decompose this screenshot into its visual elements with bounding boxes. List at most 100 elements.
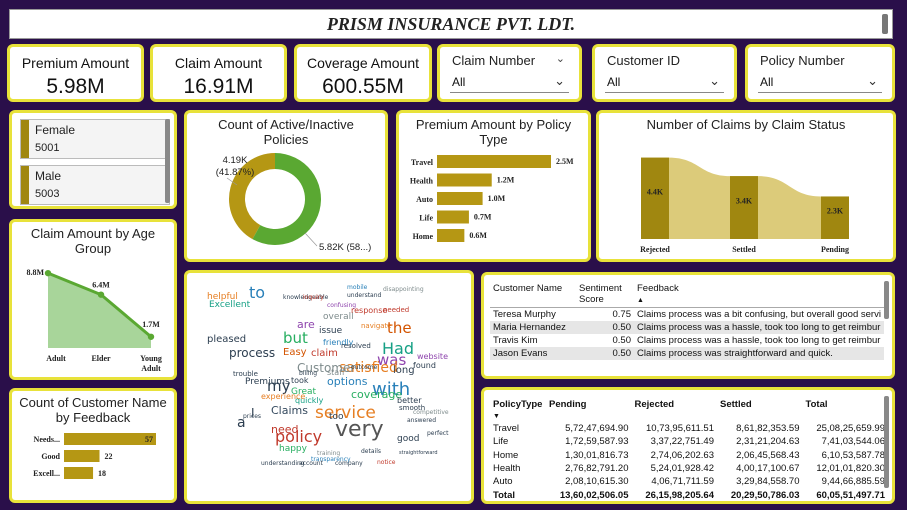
slicer-value: All bbox=[452, 75, 466, 89]
data-label: 1.0M bbox=[488, 194, 506, 203]
table-cell: 9,44,66,885.59 bbox=[821, 476, 885, 488]
table-cell: Life bbox=[493, 436, 509, 448]
word-cloud-word: Excellent bbox=[209, 300, 251, 310]
column-header[interactable]: PolicyType ▼ bbox=[490, 398, 546, 422]
word-cloud-word: Easy bbox=[283, 347, 307, 358]
kpi-label: Premium Amount bbox=[21, 55, 130, 71]
chart-feedback-count: Count of Customer Name by Feedback Needs… bbox=[9, 388, 177, 503]
category-label: Adult bbox=[141, 364, 161, 373]
slicer-policy-number[interactable]: Policy Number All ⌄ bbox=[745, 44, 895, 102]
column-header[interactable]: Total bbox=[805, 399, 828, 410]
gender-item-male[interactable]: Male 5003 bbox=[20, 165, 170, 205]
word-cloud-area: very service with policy Had was my but satisfie… bbox=[187, 273, 471, 501]
table-cell: 0.50 bbox=[576, 321, 634, 334]
column-header[interactable]: Sentiment Score bbox=[576, 281, 634, 308]
gender-slicer[interactable]: Female 5001 Male 5003 bbox=[9, 110, 177, 209]
gender-count: 5003 bbox=[35, 188, 60, 200]
word-cloud-word: disappointing bbox=[383, 286, 424, 293]
sort-descending-icon[interactable]: ▼ bbox=[493, 413, 500, 420]
bar bbox=[437, 192, 483, 205]
chart-premium-by-policy-type: Premium Amount by Policy Type Travel 2.5M… bbox=[396, 110, 591, 262]
selection-bar bbox=[21, 166, 29, 204]
slicer-dropdown[interactable]: All ⌄ bbox=[758, 73, 882, 93]
table-cell: Travis Kim bbox=[493, 335, 538, 346]
table-row[interactable]: Home 1,30,01,816.73 2,74,06,202.63 2,06,… bbox=[490, 449, 888, 462]
chevron-down-icon[interactable]: ⌄ bbox=[867, 73, 878, 88]
word-cloud-word: but bbox=[283, 329, 308, 347]
chevron-down-icon[interactable]: ⌄ bbox=[709, 73, 720, 88]
slicer-value: All bbox=[760, 75, 774, 89]
word-cloud-word: too bbox=[329, 412, 344, 422]
table-cell: 2,74,06,202.63 bbox=[650, 449, 714, 461]
table-cell: 0.75 bbox=[612, 309, 632, 320]
bar bbox=[641, 157, 669, 239]
word-cloud-word: coverage bbox=[351, 388, 403, 401]
report-title-bar: PRISM INSURANCE PVT. LDT. bbox=[9, 9, 893, 39]
category-label: Home bbox=[413, 232, 434, 241]
table-cell: 4,06,71,711.59 bbox=[651, 476, 714, 488]
table-cell: 2,06,45,568.43 bbox=[736, 449, 800, 461]
slicer-label: Claim Number bbox=[452, 53, 536, 68]
word-cloud-word: understand bbox=[347, 292, 382, 299]
title-scrollbar[interactable] bbox=[882, 14, 888, 34]
sort-ascending-icon[interactable]: ▲ bbox=[637, 297, 644, 304]
word-cloud-word: helpful bbox=[207, 292, 238, 302]
data-point bbox=[147, 333, 155, 340]
table-cell: 2,31,21,204.63 bbox=[736, 436, 800, 448]
word-cloud-word: was bbox=[377, 351, 407, 369]
slicer-dropdown[interactable]: All ⌄ bbox=[605, 73, 724, 93]
table-cell: 13,60,02,506.05 bbox=[559, 489, 629, 501]
word-cloud-word: company bbox=[335, 460, 363, 467]
slicer-dropdown[interactable]: All ⌄ bbox=[450, 73, 569, 93]
category-label: Life bbox=[419, 214, 433, 223]
data-label: 0.6M bbox=[469, 231, 487, 240]
table-cell: Health bbox=[493, 463, 521, 475]
table-row[interactable]: Travis Kim 0.50 Claims process was a has… bbox=[490, 334, 884, 347]
slicer-claim-number[interactable]: Claim Number ⌄ All ⌄ bbox=[437, 44, 582, 102]
word-cloud-word: Premiums bbox=[245, 377, 290, 387]
table-row[interactable]: Health 2,76,82,791.20 5,24,01,928.42 4,0… bbox=[490, 462, 888, 475]
word-cloud-word: trouble bbox=[233, 370, 258, 378]
feedback-table-scrollbar[interactable] bbox=[884, 281, 889, 319]
category-label: Elder bbox=[91, 354, 111, 363]
word-cloud-word: confusing bbox=[327, 302, 357, 309]
column-header[interactable]: Feedback ▲ bbox=[634, 281, 884, 308]
chevron-down-icon[interactable]: ⌄ bbox=[554, 73, 565, 88]
table-cell: 60,05,51,497.71 bbox=[816, 489, 885, 501]
gender-item-female[interactable]: Female 5001 bbox=[20, 119, 170, 159]
table-cell: 10,73,95,611.51 bbox=[646, 423, 714, 435]
table-cell: 0.50 bbox=[576, 347, 634, 360]
word-cloud-word: happy bbox=[279, 444, 307, 454]
matrix-scrollbar[interactable] bbox=[884, 396, 889, 488]
table-cell: 3,29,84,558.70 bbox=[736, 476, 800, 488]
table-cell: 1,30,01,816.73 bbox=[565, 449, 629, 461]
table-row[interactable]: Jason Evans 0.50 Claims process was stra… bbox=[490, 347, 884, 360]
table-row[interactable]: Auto 2,08,10,615.30 4,06,71,711.59 3,29,… bbox=[490, 475, 888, 488]
chart-title: Count of Active/Inactive Policies bbox=[218, 117, 354, 147]
table-row[interactable]: Maria Hernandez 0.50 Claims process was … bbox=[490, 321, 884, 334]
table-cell: Claims process was a hassle, took too lo… bbox=[637, 335, 881, 346]
table-row[interactable]: Teresa Murphy 0.75 Claims process was a … bbox=[490, 308, 884, 322]
chart-title: Claim Amount by Age Group bbox=[30, 226, 156, 256]
word-cloud-word: prices bbox=[243, 413, 262, 420]
word-cloud-word: training bbox=[317, 450, 341, 457]
word-cloud-word: satisfied bbox=[339, 360, 398, 376]
gender-scrollbar[interactable] bbox=[165, 119, 170, 203]
word-cloud-word: service bbox=[315, 403, 376, 423]
word-cloud-word: website bbox=[417, 352, 448, 361]
table-row[interactable]: Life 1,72,59,587.93 3,37,22,751.49 2,31,… bbox=[490, 435, 888, 448]
column-header[interactable]: Customer Name bbox=[490, 281, 576, 308]
chart-active-inactive-policies: Count of Active/Inactive Policies 4.19K(… bbox=[184, 110, 388, 262]
table-cell: 25,08,25,659.99 bbox=[816, 423, 885, 435]
chevron-down-icon[interactable]: ⌄ bbox=[555, 53, 565, 65]
slicer-customer-id[interactable]: Customer ID All ⌄ bbox=[592, 44, 737, 102]
word-cloud-word: billing bbox=[299, 370, 318, 377]
column-header[interactable]: Rejected bbox=[634, 399, 675, 410]
table-cell: Auto bbox=[493, 476, 513, 488]
column-header[interactable]: Pending bbox=[549, 399, 587, 410]
word-cloud-word: with bbox=[372, 379, 411, 400]
column-header[interactable]: Settled bbox=[720, 399, 752, 410]
table-row[interactable]: Travel 5,72,47,694.90 10,73,95,611.51 8,… bbox=[490, 422, 888, 435]
word-cloud-word: outcome bbox=[351, 364, 378, 371]
